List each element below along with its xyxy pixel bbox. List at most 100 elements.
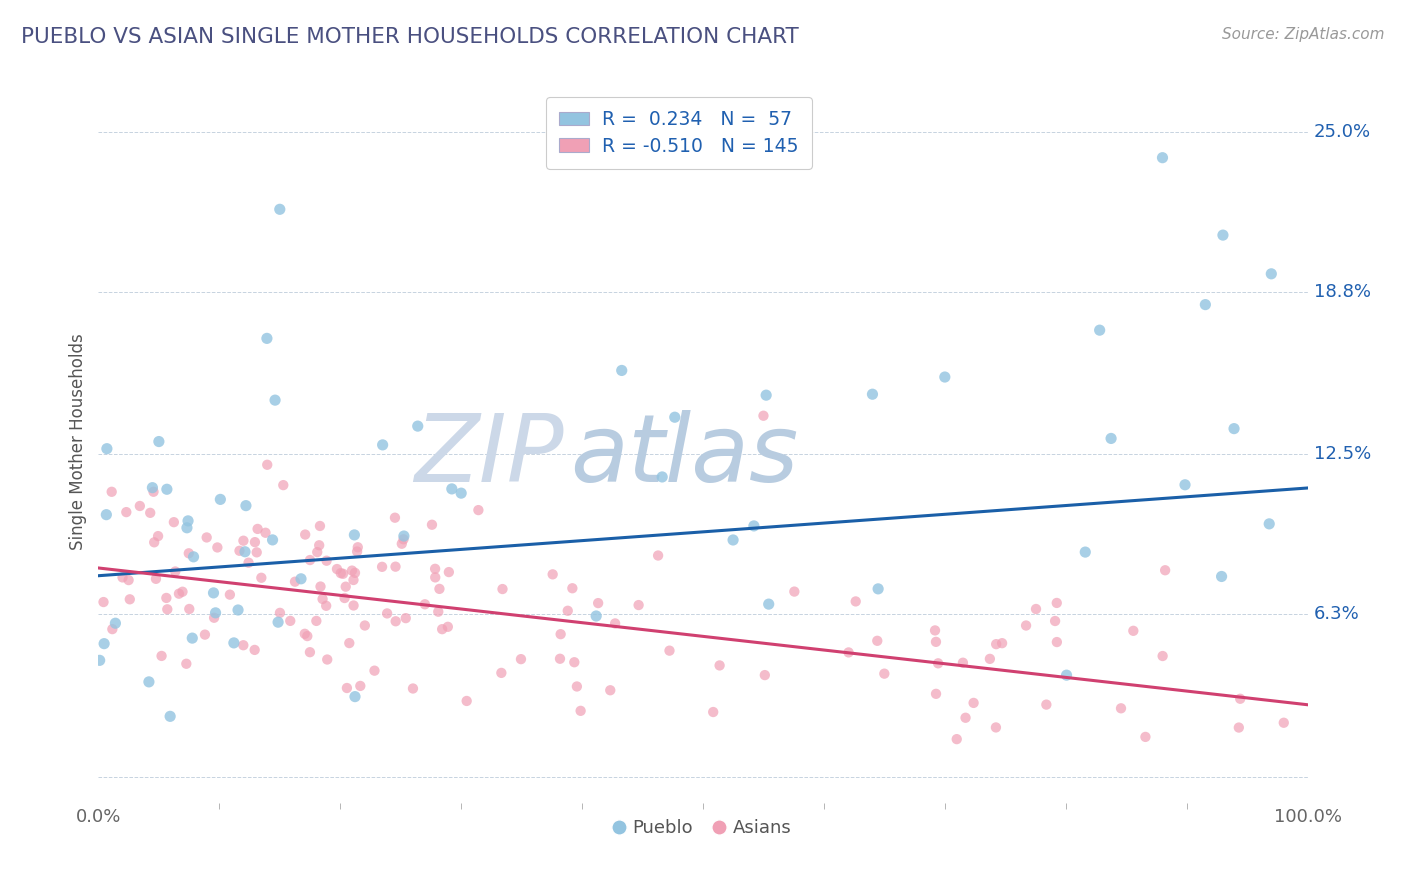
- Point: [243, 535, 266, 549]
- Point: [150, 648, 173, 663]
- Point: [202, 611, 225, 625]
- Point: [209, 492, 232, 507]
- Point: [96, 442, 118, 456]
- Point: [561, 581, 583, 595]
- Point: [1135, 730, 1157, 744]
- Point: [254, 525, 277, 540]
- Point: [945, 732, 967, 747]
- Point: [1152, 648, 1174, 663]
- Point: [233, 545, 256, 559]
- Text: 6.3%: 6.3%: [1313, 606, 1360, 624]
- Point: [207, 541, 229, 555]
- Point: [420, 517, 443, 532]
- Point: [349, 679, 371, 693]
- Point: [1174, 477, 1197, 491]
- Point: [456, 694, 478, 708]
- Point: [176, 521, 198, 535]
- Point: [163, 515, 186, 529]
- Point: [93, 595, 115, 609]
- Point: [651, 470, 673, 484]
- Point: [955, 711, 977, 725]
- Point: [392, 529, 415, 543]
- Point: [986, 637, 1008, 651]
- Point: [752, 409, 775, 423]
- Point: [862, 387, 884, 401]
- Point: [924, 624, 946, 638]
- Point: [269, 202, 291, 217]
- Point: [627, 598, 650, 612]
- Point: [256, 458, 278, 472]
- Point: [165, 565, 187, 579]
- Point: [610, 363, 633, 377]
- Point: [425, 570, 447, 584]
- Point: [557, 604, 579, 618]
- Point: [384, 510, 406, 524]
- Point: [307, 545, 329, 559]
- Point: [1122, 624, 1144, 638]
- Point: [181, 631, 204, 645]
- Point: [866, 633, 889, 648]
- Text: Source: ZipAtlas.com: Source: ZipAtlas.com: [1222, 27, 1385, 42]
- Point: [709, 658, 731, 673]
- Point: [309, 580, 332, 594]
- Point: [599, 683, 621, 698]
- Point: [1025, 602, 1047, 616]
- Point: [343, 528, 366, 542]
- Text: ZIP: ZIP: [415, 410, 564, 501]
- Point: [1194, 297, 1216, 311]
- Point: [232, 638, 254, 652]
- Point: [371, 438, 394, 452]
- Point: [402, 681, 425, 696]
- Point: [586, 596, 609, 610]
- Point: [145, 572, 167, 586]
- Point: [754, 668, 776, 682]
- Point: [550, 627, 572, 641]
- Point: [316, 652, 339, 666]
- Point: [510, 652, 533, 666]
- Point: [315, 554, 337, 568]
- Text: 25.0%: 25.0%: [1313, 123, 1371, 141]
- Point: [176, 657, 198, 671]
- Point: [755, 388, 778, 402]
- Point: [117, 573, 139, 587]
- Point: [167, 587, 190, 601]
- Point: [838, 645, 860, 659]
- Point: [984, 721, 1007, 735]
- Point: [118, 592, 141, 607]
- Point: [742, 519, 765, 533]
- Point: [548, 652, 571, 666]
- Point: [329, 566, 352, 581]
- Point: [1046, 596, 1069, 610]
- Point: [336, 681, 359, 695]
- Point: [1223, 422, 1246, 436]
- Point: [262, 533, 284, 547]
- Point: [1099, 432, 1122, 446]
- Point: [340, 564, 363, 578]
- Point: [1015, 618, 1038, 632]
- Point: [491, 665, 513, 680]
- Point: [450, 486, 472, 500]
- Point: [309, 519, 332, 533]
- Point: [647, 549, 669, 563]
- Point: [1211, 569, 1233, 583]
- Point: [294, 527, 316, 541]
- Point: [250, 571, 273, 585]
- Point: [256, 331, 278, 345]
- Point: [246, 545, 269, 559]
- Point: [491, 582, 513, 596]
- Point: [177, 546, 200, 560]
- Point: [139, 506, 162, 520]
- Point: [335, 580, 357, 594]
- Point: [440, 482, 463, 496]
- Point: [246, 522, 269, 536]
- Point: [343, 566, 366, 580]
- Point: [115, 505, 138, 519]
- Point: [565, 680, 588, 694]
- Point: [1056, 668, 1078, 682]
- Point: [333, 591, 356, 605]
- Point: [332, 566, 354, 581]
- Point: [392, 533, 415, 547]
- Text: PUEBLO VS ASIAN SINGLE MOTHER HOUSEHOLDS CORRELATION CHART: PUEBLO VS ASIAN SINGLE MOTHER HOUSEHOLDS…: [21, 27, 799, 46]
- Point: [267, 615, 290, 630]
- Point: [353, 618, 375, 632]
